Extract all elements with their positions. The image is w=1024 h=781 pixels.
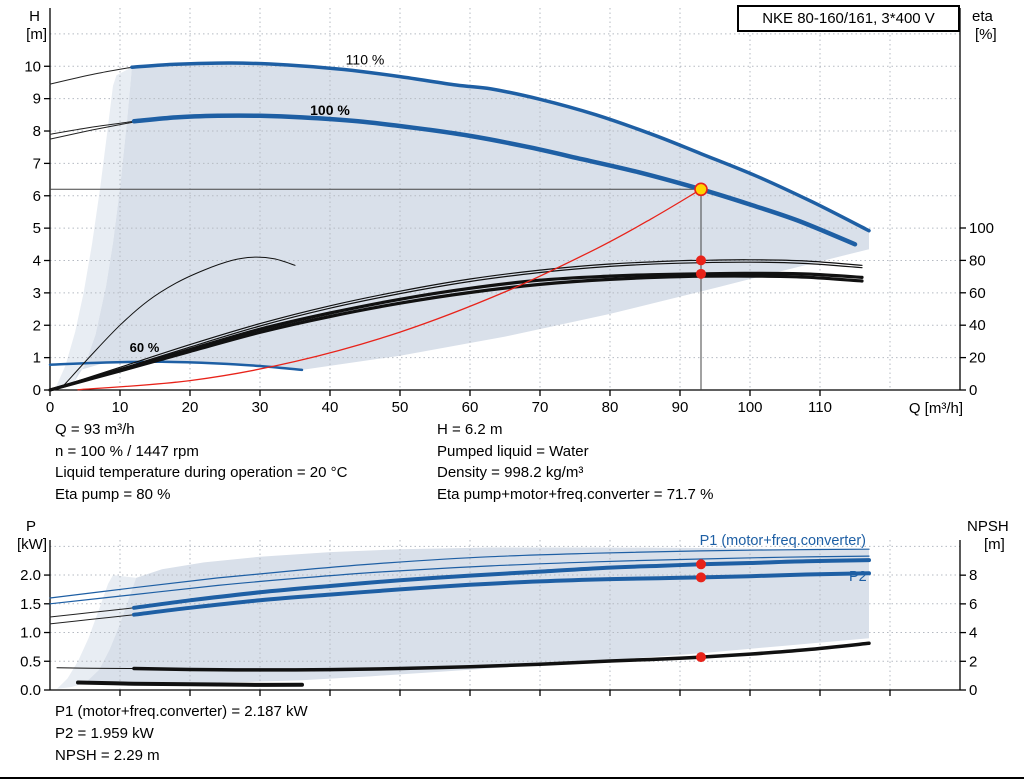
svg-text:50: 50 [392,399,409,416]
svg-text:30: 30 [252,399,269,416]
svg-text:P2: P2 [849,569,867,585]
info-line-liquid-temperature: Liquid temperature during operation = 20… [55,464,348,482]
svg-text:2.0: 2.0 [20,567,41,584]
svg-text:6: 6 [33,188,41,205]
svg-text:40: 40 [969,317,986,334]
svg-text:1.5: 1.5 [20,596,41,613]
svg-text:[m]: [m] [26,26,47,43]
info-line-eta-total: Eta pump+motor+freq.converter = 71.7 % [437,485,714,503]
info-line-npsh: NPSH = 2.29 m [55,747,160,764]
duty-info-left-column: Q = 93 m³/h n = 100 % / 1447 rpm Liquid … [55,419,347,505]
svg-text:0: 0 [969,382,977,399]
info-line-pumped-liquid: Pumped liquid = Water [437,442,589,460]
svg-text:0: 0 [969,682,977,699]
info-line-p2: P2 = 1.959 kW [55,725,154,742]
svg-text:1: 1 [33,350,41,367]
svg-text:90: 90 [672,399,689,416]
svg-text:[m]: [m] [984,536,1005,553]
svg-text:NPSH: NPSH [967,518,1009,535]
svg-text:5: 5 [33,220,41,237]
info-line-speed: n = 100 % / 1447 rpm [55,442,199,460]
svg-text:3: 3 [33,285,41,302]
svg-text:100: 100 [737,399,762,416]
svg-text:100: 100 [969,220,994,237]
svg-text:[%]: [%] [975,26,997,43]
svg-text:0: 0 [46,399,54,416]
duty-info-right-column: H = 6.2 m Pumped liquid = Water Density … [437,419,713,505]
svg-text:7: 7 [33,155,41,172]
info-line-density: Density = 998.2 kg/m³ [437,464,584,482]
svg-text:0.5: 0.5 [20,653,41,670]
svg-text:P1 (motor+freq.converter): P1 (motor+freq.converter) [700,533,866,549]
svg-text:2: 2 [33,317,41,334]
svg-text:60 %: 60 % [130,340,160,355]
svg-text:1.0: 1.0 [20,625,41,642]
svg-text:Q [m³/h]: Q [m³/h] [909,400,963,417]
svg-text:9: 9 [33,91,41,108]
svg-text:80: 80 [602,399,619,416]
svg-text:4: 4 [969,625,977,642]
svg-text:0.0: 0.0 [20,682,41,699]
svg-text:2: 2 [969,653,977,670]
svg-text:60: 60 [462,399,479,416]
page-bottom-rule [0,777,1024,779]
info-line-eta-pump: Eta pump = 80 % [55,485,171,503]
svg-text:4: 4 [33,253,41,270]
svg-text:60: 60 [969,285,986,302]
svg-text:100 %: 100 % [310,102,350,118]
svg-text:H: H [29,8,40,25]
svg-text:8: 8 [33,123,41,140]
svg-text:110: 110 [808,399,832,416]
svg-text:70: 70 [532,399,549,416]
svg-text:10: 10 [112,399,129,416]
svg-text:20: 20 [182,399,199,416]
svg-text:20: 20 [969,350,986,367]
info-line-head: H = 6.2 m [437,421,503,438]
svg-text:40: 40 [322,399,339,416]
svg-text:[kW]: [kW] [17,536,47,553]
svg-text:10: 10 [24,58,41,75]
pump-model-title-box: NKE 80-160/161, 3*400 V [737,5,960,32]
info-line-flow: Q = 93 m³/h [55,421,135,438]
power-info-column: P1 (motor+freq.converter) = 2.187 kW P2 … [55,701,308,767]
svg-text:110 %: 110 % [346,52,385,68]
pump-model-title: NKE 80-160/161, 3*400 V [762,10,935,27]
svg-text:P: P [26,518,36,535]
svg-text:6: 6 [969,596,977,613]
svg-text:8: 8 [969,567,977,584]
info-line-p1: P1 (motor+freq.converter) = 2.187 kW [55,703,308,720]
svg-text:0: 0 [33,382,41,399]
svg-text:eta: eta [972,8,994,25]
svg-text:80: 80 [969,252,986,269]
